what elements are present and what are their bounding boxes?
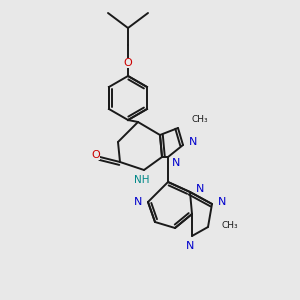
Text: O: O	[92, 150, 100, 160]
Text: N: N	[218, 197, 226, 207]
Text: CH₃: CH₃	[192, 116, 208, 124]
Text: N: N	[134, 197, 142, 207]
Text: N: N	[172, 158, 180, 168]
Text: N: N	[186, 241, 194, 251]
Text: N: N	[196, 184, 204, 194]
Text: NH: NH	[134, 175, 150, 185]
Text: CH₃: CH₃	[222, 220, 238, 230]
Text: N: N	[189, 137, 197, 147]
Text: O: O	[124, 58, 132, 68]
